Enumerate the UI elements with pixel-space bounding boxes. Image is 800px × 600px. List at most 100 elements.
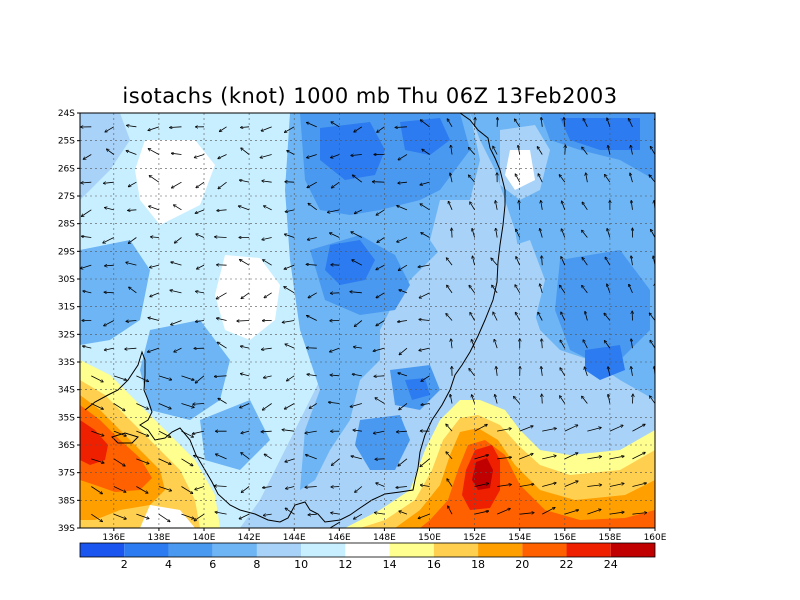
colorbar-swatch (256, 543, 302, 557)
wind-arrow (451, 146, 452, 155)
wind-arrow (129, 287, 137, 294)
wind-arrow (399, 403, 408, 410)
colorbar-label: 24 (604, 558, 618, 571)
wind-arrow (561, 312, 566, 321)
wind-arrow (421, 485, 430, 487)
wind-arrow (632, 513, 646, 515)
wind-arrow (127, 125, 137, 126)
wind-arrow (654, 486, 655, 487)
wind-arrow (194, 456, 205, 460)
wind-arrow (472, 256, 475, 266)
wind-arrow (585, 367, 588, 376)
wind-arrow (560, 368, 566, 377)
wind-arrow (218, 154, 227, 159)
wind-arrow (470, 313, 475, 321)
wind-arrow (261, 431, 272, 432)
wind-arrow (542, 508, 554, 515)
wind-arrow (587, 428, 601, 432)
wind-arrow (285, 458, 295, 462)
wind-arrow (495, 201, 498, 210)
y-tick-label: 25S (58, 137, 75, 147)
wind-arrow (218, 399, 227, 404)
wind-arrow (582, 202, 588, 211)
wind-arrow (193, 404, 205, 405)
wind-arrow (446, 452, 453, 460)
wind-arrow (469, 175, 475, 183)
wind-arrow (218, 342, 227, 349)
wind-arrow (136, 458, 148, 464)
wind-arrow (283, 320, 295, 323)
wind-arrow (126, 321, 137, 322)
wind-arrow (650, 396, 655, 404)
wind-arrow (493, 147, 498, 155)
wind-arrow (264, 375, 272, 378)
wind-arrow (136, 486, 147, 493)
y-tick-label: 37S (58, 469, 75, 479)
wind-arrow (631, 367, 632, 376)
wind-arrow (136, 403, 148, 409)
wind-arrow (330, 375, 340, 376)
wind-arrow (519, 426, 533, 432)
x-tick-label: 144E (283, 533, 306, 543)
wind-arrow (421, 404, 430, 405)
wind-arrow (355, 486, 363, 493)
wind-arrow (541, 367, 542, 376)
wind-arrow (396, 127, 407, 128)
x-tick-label: 136E (102, 533, 125, 543)
wind-arrow (585, 312, 588, 321)
colorbar-swatch (522, 543, 567, 557)
wind-arrow (126, 151, 137, 155)
wind-arrow (542, 456, 556, 460)
wind-arrow (217, 292, 227, 299)
wind-arrow (583, 340, 588, 349)
wind-arrow (354, 347, 362, 348)
colorbar: 2 4 6 8 10 12 14 16 18 20 22 24 (79, 542, 656, 571)
wind-arrow (196, 291, 205, 292)
y-tick-label: 38S (58, 496, 75, 506)
wind-arrow (375, 513, 385, 515)
wind-arrow (351, 155, 362, 156)
wind-arrow (398, 458, 408, 466)
wind-arrow (497, 429, 511, 432)
wind-arrow (91, 458, 103, 463)
y-tick-label: 35S (58, 413, 75, 423)
wind-arrow (262, 181, 272, 182)
wind-arrow (181, 513, 193, 518)
wind-arrow (519, 484, 534, 487)
wind-arrow (354, 126, 363, 132)
wind-arrow (451, 339, 452, 349)
wind-arrow (541, 118, 542, 127)
wind-arrow (331, 122, 340, 128)
wind-arrow (542, 339, 543, 349)
wind-arrow (215, 486, 227, 487)
y-tick-label: 29S (58, 247, 75, 257)
wind-arrow (174, 205, 182, 211)
wind-arrow (398, 373, 408, 377)
wind-arrow (542, 428, 556, 432)
wind-arrow (113, 486, 126, 493)
wind-arrow (418, 513, 430, 518)
wind-arrow (654, 430, 655, 432)
wind-arrow (399, 347, 408, 354)
wind-arrow (351, 232, 363, 238)
wind-arrow (515, 119, 521, 128)
wind-arrow (351, 456, 362, 460)
y-tick-label: 39S (58, 524, 75, 534)
wind-arrow (420, 458, 430, 467)
colorbar-label: 12 (338, 558, 352, 571)
colorbar-swatch (433, 543, 479, 557)
x-tick-label: 146E (328, 533, 351, 543)
wind-arrow (374, 376, 385, 377)
wind-arrow (474, 425, 487, 432)
y-tick-label: 24S (58, 109, 75, 119)
wind-arrow (560, 340, 566, 349)
wind-arrow (396, 487, 408, 488)
wind-arrow (287, 375, 295, 381)
colorbar-label: 20 (515, 558, 529, 571)
wind-arrow (421, 233, 430, 238)
wind-arrow (170, 127, 182, 128)
wind-arrow (419, 292, 430, 298)
wind-arrow (240, 513, 250, 519)
colorbar-swatch (80, 543, 125, 557)
wind-arrow (240, 403, 250, 408)
